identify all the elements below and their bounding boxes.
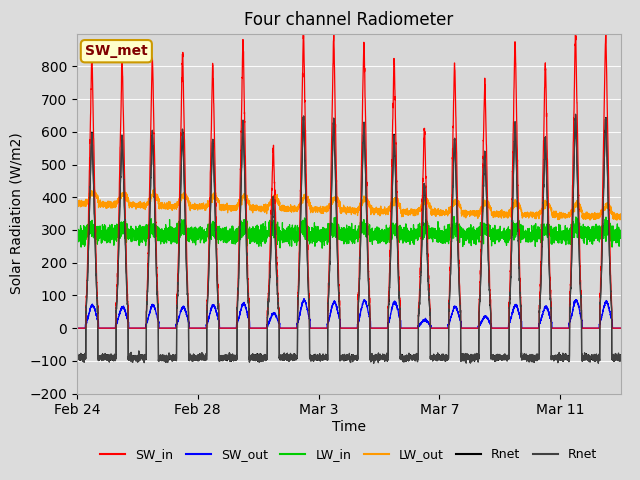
LW_in xyxy=(95,227,102,233)
Line: LW_in: LW_in xyxy=(77,216,621,248)
Rnet2 xyxy=(572,111,579,117)
Rnet xyxy=(617,358,625,364)
Rnet xyxy=(370,360,378,366)
Rnet2 xyxy=(255,359,263,365)
Rnet xyxy=(173,296,181,302)
Rnet2 xyxy=(95,353,102,359)
SW_in xyxy=(173,288,181,294)
SW_in xyxy=(617,325,625,331)
SW_in xyxy=(397,325,404,331)
Line: Rnet2: Rnet2 xyxy=(77,114,621,363)
LW_out xyxy=(73,204,81,210)
LW_out xyxy=(586,217,594,223)
Rnet2 xyxy=(397,355,404,360)
SW_out xyxy=(95,325,102,331)
LW_out xyxy=(170,205,178,211)
Rnet2 xyxy=(617,358,625,364)
SW_out xyxy=(173,320,181,326)
Rnet2 xyxy=(170,354,178,360)
LW_out xyxy=(255,205,263,211)
Line: SW_out: SW_out xyxy=(77,299,621,328)
Rnet2 xyxy=(370,360,378,366)
SW_out xyxy=(73,325,81,331)
LW_in xyxy=(170,239,178,245)
LW_in xyxy=(397,231,404,237)
SW_in xyxy=(95,325,102,331)
Text: SW_met: SW_met xyxy=(85,44,148,58)
SW_out xyxy=(300,296,308,301)
Rnet xyxy=(95,353,102,359)
LW_in xyxy=(318,245,326,251)
SW_out xyxy=(617,325,625,331)
SW_in xyxy=(73,325,81,331)
SW_in xyxy=(170,325,178,331)
Rnet xyxy=(73,354,81,360)
SW_out xyxy=(255,325,263,331)
LW_in xyxy=(255,231,263,237)
LW_in xyxy=(173,226,181,232)
SW_in xyxy=(611,325,618,331)
Rnet xyxy=(611,355,619,360)
LW_out xyxy=(397,204,404,210)
Rnet2 xyxy=(173,297,181,302)
SW_out xyxy=(170,325,178,331)
LW_in xyxy=(450,214,458,219)
LW_in xyxy=(617,235,625,240)
LW_out xyxy=(611,213,619,219)
Line: SW_in: SW_in xyxy=(77,34,621,328)
SW_in xyxy=(602,31,609,36)
Rnet xyxy=(397,354,404,360)
LW_in xyxy=(73,228,81,234)
Rnet2 xyxy=(73,354,81,360)
SW_in xyxy=(255,325,263,331)
Title: Four channel Radiometer: Four channel Radiometer xyxy=(244,11,453,29)
Rnet xyxy=(255,359,263,365)
Line: Rnet: Rnet xyxy=(77,114,621,363)
LW_out xyxy=(95,201,103,207)
Rnet xyxy=(572,111,579,117)
Y-axis label: Solar Radiation (W/m2): Solar Radiation (W/m2) xyxy=(10,133,24,294)
SW_out xyxy=(611,325,618,331)
Legend: SW_in, SW_out, LW_in, LW_out, Rnet, Rnet: SW_in, SW_out, LW_in, LW_out, Rnet, Rnet xyxy=(95,443,602,466)
LW_out xyxy=(173,201,181,207)
Line: LW_out: LW_out xyxy=(77,189,621,220)
Rnet2 xyxy=(611,354,619,360)
Rnet xyxy=(170,354,178,360)
X-axis label: Time: Time xyxy=(332,420,366,434)
SW_out xyxy=(397,318,404,324)
LW_out xyxy=(91,186,99,192)
LW_out xyxy=(617,211,625,217)
LW_in xyxy=(611,228,619,234)
